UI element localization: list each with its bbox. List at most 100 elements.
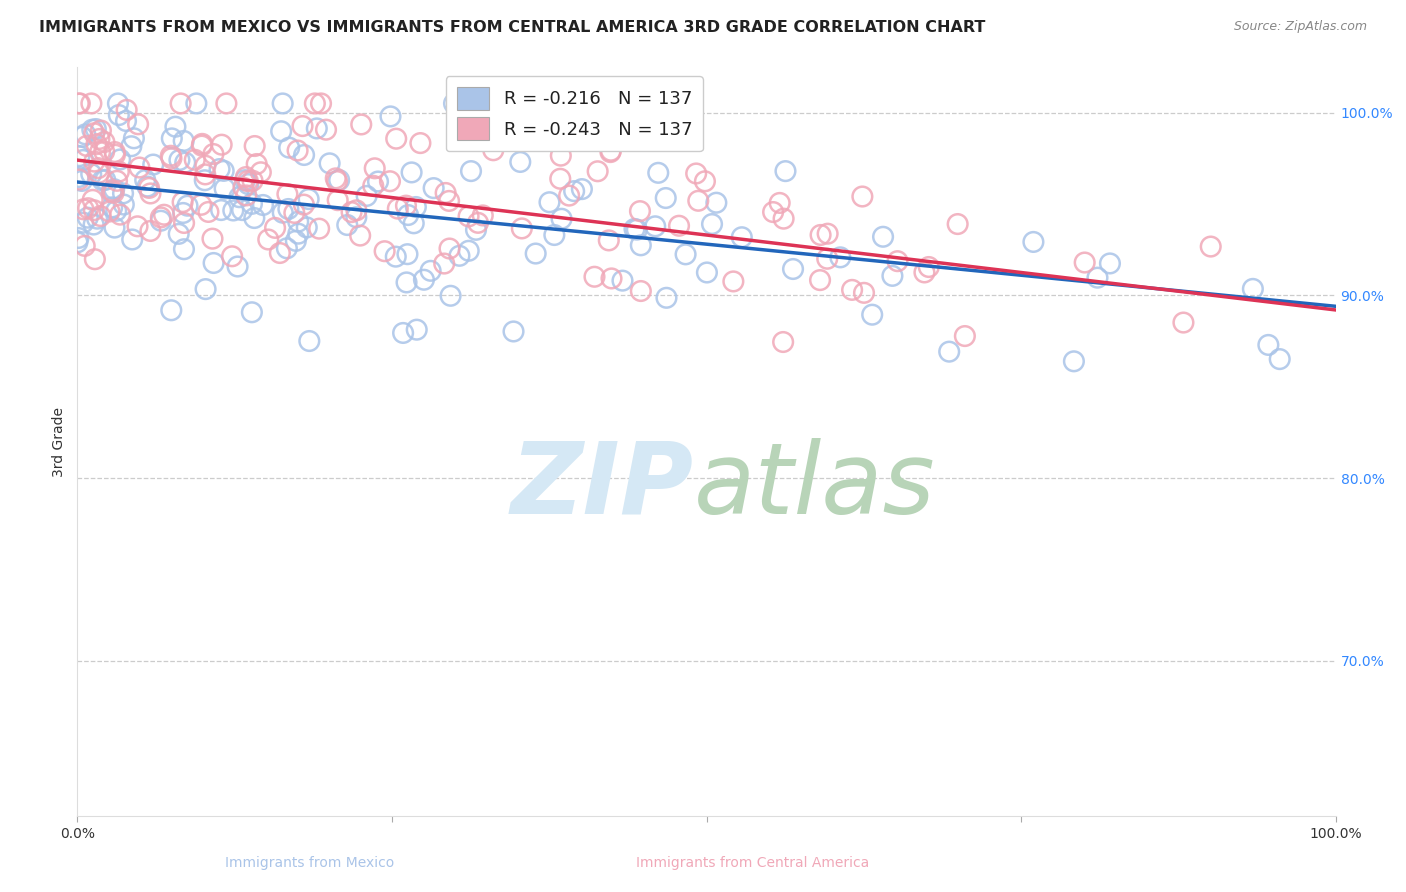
Point <box>808 273 831 287</box>
Point <box>103 182 125 196</box>
Point <box>439 289 461 303</box>
Point <box>308 221 330 235</box>
Point <box>344 211 367 225</box>
Point <box>209 202 232 217</box>
Text: atlas: atlas <box>695 438 935 535</box>
Point <box>693 174 716 188</box>
Point <box>186 96 208 111</box>
Point <box>772 334 794 349</box>
Point <box>83 218 105 232</box>
Point <box>401 165 423 179</box>
Point <box>87 166 110 180</box>
Point <box>685 166 707 180</box>
Point <box>127 219 149 234</box>
Point <box>318 156 340 170</box>
Point <box>946 217 969 231</box>
Point <box>72 153 94 167</box>
Point <box>1268 352 1291 367</box>
Point <box>283 206 305 220</box>
Point <box>184 153 207 167</box>
Point <box>782 262 804 277</box>
Point <box>1173 316 1195 330</box>
Point <box>509 155 531 169</box>
Point <box>543 227 565 242</box>
Point <box>139 224 162 238</box>
Point <box>211 137 233 152</box>
Point <box>103 220 125 235</box>
Point <box>810 227 832 242</box>
Point <box>704 195 727 210</box>
Point <box>202 147 225 161</box>
Point <box>422 181 444 195</box>
Point <box>304 96 326 111</box>
Point <box>571 182 593 196</box>
Point <box>287 144 309 158</box>
Point <box>160 303 183 318</box>
Point <box>524 246 547 260</box>
Point <box>105 203 128 218</box>
Point <box>292 148 315 162</box>
Point <box>201 232 224 246</box>
Point <box>457 210 479 224</box>
Point <box>586 164 609 178</box>
Point <box>1063 354 1085 368</box>
Point <box>830 251 852 265</box>
Point <box>257 233 280 247</box>
Point <box>165 120 187 134</box>
Legend: R = -0.216   N = 137, R = -0.243   N = 137: R = -0.216 N = 137, R = -0.243 N = 137 <box>446 76 703 152</box>
Point <box>405 200 427 214</box>
Point <box>121 233 143 247</box>
Point <box>558 188 581 202</box>
Point <box>243 139 266 153</box>
Point <box>90 123 112 137</box>
Point <box>700 217 723 231</box>
Point <box>349 228 371 243</box>
Point <box>361 178 384 193</box>
Point <box>405 323 427 337</box>
Point <box>252 198 274 212</box>
Point <box>226 260 249 274</box>
Point <box>1098 256 1121 270</box>
Point <box>115 114 138 128</box>
Point <box>172 195 194 210</box>
Point <box>276 241 298 255</box>
Point <box>160 131 183 145</box>
Point <box>76 139 98 153</box>
Point <box>295 220 318 235</box>
Point <box>246 157 269 171</box>
Point <box>350 118 373 132</box>
Point <box>467 216 489 230</box>
Point <box>105 174 128 188</box>
Point <box>80 167 103 181</box>
Point <box>396 208 419 222</box>
Point <box>276 187 298 202</box>
Point <box>336 218 359 232</box>
Point <box>235 188 257 202</box>
Point <box>159 149 181 163</box>
Point <box>374 244 396 259</box>
Point <box>367 175 389 189</box>
Point <box>67 231 90 245</box>
Point <box>112 186 135 201</box>
Point <box>449 249 471 263</box>
Point <box>77 201 100 215</box>
Point <box>222 203 245 218</box>
Point <box>215 96 238 111</box>
Point <box>278 141 301 155</box>
Point <box>1199 239 1222 253</box>
Point <box>190 198 212 212</box>
Point <box>149 211 172 225</box>
Point <box>174 155 197 169</box>
Point <box>191 136 214 151</box>
Point <box>562 184 585 198</box>
Point <box>626 222 648 236</box>
Point <box>548 171 571 186</box>
Point <box>550 149 572 163</box>
Point <box>93 135 115 149</box>
Point <box>208 162 231 177</box>
Point <box>87 161 110 175</box>
Point <box>75 128 97 142</box>
Point <box>101 200 124 214</box>
Point <box>67 172 90 186</box>
Point <box>1257 338 1279 352</box>
